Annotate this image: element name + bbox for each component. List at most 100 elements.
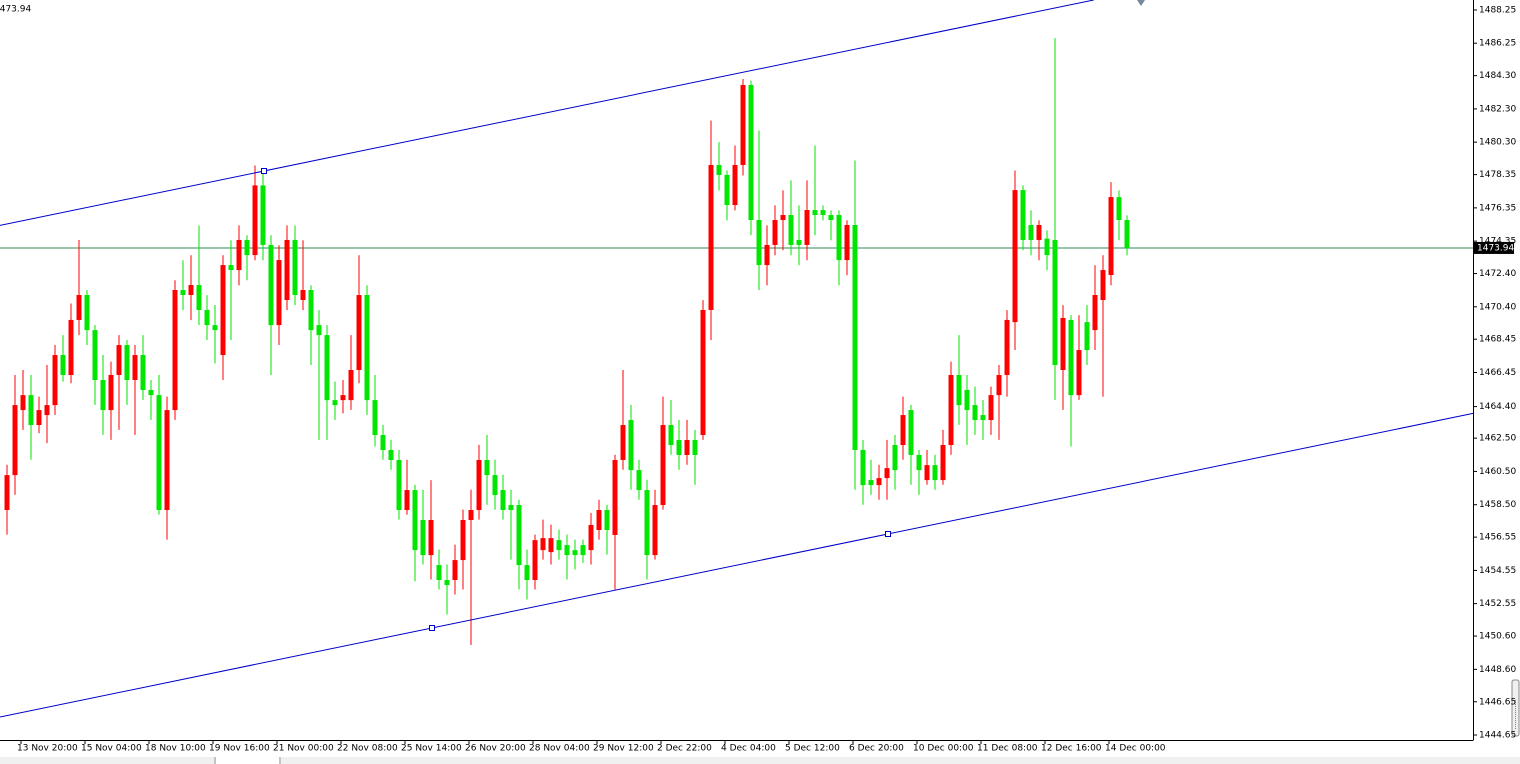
candle-body — [844, 224, 850, 261]
candle-body — [268, 244, 274, 326]
plot-area — [0, 38, 1473, 646]
active-tab[interactable] — [216, 757, 279, 764]
candle-body — [580, 545, 586, 556]
candle-body — [996, 374, 1002, 396]
x-tick-label: 11 Dec 08:00 — [977, 744, 1038, 754]
candle-body — [852, 224, 858, 450]
candle-body — [508, 505, 514, 511]
x-tick-label: 5 Dec 12:00 — [785, 744, 840, 754]
candle-body — [1108, 197, 1114, 276]
y-tick-label: 1470.40 — [1479, 302, 1516, 312]
candle-body — [540, 538, 546, 551]
candle-body — [356, 295, 362, 370]
channel-anchor[interactable] — [429, 625, 435, 631]
candle-body — [828, 215, 834, 221]
y-tick-label: 1468.45 — [1479, 335, 1516, 345]
candle-body — [644, 490, 650, 556]
candle-body — [1068, 319, 1074, 396]
candle-body — [924, 465, 930, 481]
candle-body — [300, 290, 306, 300]
x-tick-label: 21 Nov 00:00 — [273, 744, 334, 754]
candle-body — [700, 309, 706, 436]
candle-body — [804, 210, 810, 245]
candle-body — [164, 410, 170, 511]
candle-body — [1100, 270, 1106, 300]
candle-body — [820, 210, 826, 216]
candle-body — [660, 425, 666, 506]
candle-body — [348, 370, 354, 401]
candle-body — [1124, 220, 1130, 248]
candle-body — [1028, 224, 1034, 240]
x-tick-label: 2 Dec 22:00 — [657, 744, 712, 754]
candle-body — [868, 480, 874, 486]
candle-body — [452, 560, 458, 581]
candle-body — [156, 395, 162, 511]
candle-body — [468, 510, 474, 520]
candle-body — [620, 425, 626, 460]
x-tick-label: 6 Dec 20:00 — [849, 744, 904, 754]
x-tick-label: 22 Nov 08:00 — [337, 744, 398, 754]
candle-body — [444, 580, 450, 586]
tab-bar — [0, 757, 1520, 764]
candle-body — [756, 220, 762, 266]
channel-upper[interactable] — [0, 0, 1094, 226]
channel-anchor[interactable] — [885, 531, 891, 537]
candle-body — [76, 295, 82, 320]
candle-body — [572, 550, 578, 556]
channel-anchor[interactable] — [261, 168, 267, 174]
x-tick-label: 4 Dec 04:00 — [721, 744, 776, 754]
candle-body — [884, 468, 890, 479]
x-tick-label: 14 Dec 00:00 — [1105, 744, 1166, 754]
y-tick-label: 1464.40 — [1479, 402, 1516, 412]
candle-body — [100, 379, 106, 411]
candle-body — [676, 440, 682, 455]
y-tick-label: 1448.60 — [1479, 665, 1516, 675]
candle-body — [476, 459, 482, 511]
candle-body — [380, 435, 386, 450]
candle-body — [340, 395, 346, 401]
candle-body — [492, 475, 498, 496]
candle-body — [900, 415, 906, 445]
candle-body — [388, 449, 394, 460]
y-tick-label: 1484.30 — [1479, 71, 1516, 81]
y-tick-label: 1486.25 — [1479, 39, 1516, 49]
candle-body — [564, 545, 570, 556]
y-tick-label: 1480.30 — [1479, 138, 1516, 148]
candle-body — [276, 260, 282, 326]
candle-body — [292, 239, 298, 296]
candle-body — [364, 295, 370, 401]
y-tick-label: 1456.55 — [1479, 533, 1516, 543]
candle-body — [244, 239, 250, 256]
x-tick-label: 13 Nov 20:00 — [17, 744, 78, 754]
candle-body — [636, 470, 642, 491]
candle-body — [236, 239, 242, 271]
candle-body — [220, 265, 226, 356]
candle-body — [188, 285, 194, 296]
candle-body — [372, 400, 378, 436]
candle-body — [460, 519, 466, 561]
candle-body — [132, 355, 138, 380]
candle-body — [684, 440, 690, 455]
y-tick-label: 1482.30 — [1479, 104, 1516, 114]
shift-marker[interactable] — [1137, 0, 1145, 6]
channel-lower[interactable] — [0, 412, 1474, 718]
candle-body — [772, 220, 778, 245]
candle-body — [4, 475, 10, 511]
y-tick-label: 1462.50 — [1479, 434, 1516, 444]
y-tick-label: 1474.35 — [1479, 237, 1516, 247]
candle-body — [980, 415, 986, 421]
candle-body — [92, 330, 98, 380]
candle-body — [12, 405, 18, 476]
x-tick-label: 28 Nov 04:00 — [529, 744, 590, 754]
x-tick-label: 29 Nov 12:00 — [593, 744, 654, 754]
price-tag-label: 1473.94 — [1477, 243, 1514, 253]
candle-body — [1092, 295, 1098, 331]
candle-body — [260, 185, 266, 245]
candle-body — [972, 405, 978, 421]
y-tick-label: 1446.65 — [1479, 697, 1516, 707]
candle-body — [252, 185, 258, 256]
candle-body — [1044, 238, 1050, 256]
candle-body — [36, 410, 42, 426]
